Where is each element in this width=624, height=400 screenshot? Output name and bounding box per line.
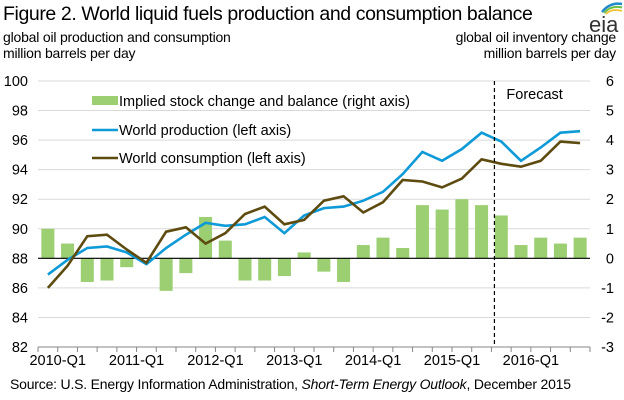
right-axis-tick-label: 6 xyxy=(606,74,614,90)
source-prefix: Source: U.S. Energy Information Administ… xyxy=(10,376,302,392)
stock-change-bar xyxy=(100,258,114,281)
stock-change-bar xyxy=(356,245,370,259)
right-axis-tick-label: 5 xyxy=(606,104,614,120)
axes: 82 84 86 88 90 92 94 96 98 100 -3 -2 -1 0 1 2 3 4 5 6 2010-Q… xyxy=(4,74,614,369)
right-axis-tick-label: 4 xyxy=(606,133,614,149)
gridlines xyxy=(38,80,590,318)
stock-change-bar xyxy=(396,247,410,259)
right-axis-tick-label: -3 xyxy=(601,340,614,356)
right-axis-tick-label: 3 xyxy=(606,163,614,179)
left-axis-tick-label: 100 xyxy=(4,74,28,90)
left-axis-tick-label: 90 xyxy=(12,222,28,238)
stock-change-bar xyxy=(238,258,252,281)
left-axis-tick-label: 82 xyxy=(12,340,28,356)
stock-change-bar xyxy=(258,258,272,281)
stock-change-bar xyxy=(199,216,213,259)
right-axis-tick-label: 2 xyxy=(606,192,614,208)
stock-change-bar xyxy=(494,215,508,259)
stock-change-bar xyxy=(80,258,94,282)
x-axis-tick-label: 2016-Q1 xyxy=(503,353,559,369)
stock-change-bar xyxy=(553,243,567,259)
forecast-group: Forecast xyxy=(493,81,563,347)
x-axis-tick-label: 2010-Q1 xyxy=(29,353,85,369)
left-axis-title: global oil production and consumption mi… xyxy=(3,29,231,61)
stock-change-bar xyxy=(218,240,232,259)
stock-change-bar xyxy=(120,258,134,268)
legend: Implied stock change and balance (right … xyxy=(92,94,410,167)
legend-label: Implied stock change and balance (right … xyxy=(119,94,410,110)
stock-change-bar xyxy=(277,258,291,277)
right-axis-tick-label: -1 xyxy=(601,281,614,297)
stock-change-bars xyxy=(41,199,587,291)
left-axis-tick-label: 84 xyxy=(12,310,28,326)
stock-change-bar xyxy=(455,199,469,259)
source-publication: Short-Term Energy Outlook xyxy=(301,376,467,392)
forecast-label: Forecast xyxy=(506,87,562,103)
logo-swoosh-yellow xyxy=(605,9,623,15)
logo-swoosh-green xyxy=(603,5,623,14)
legend-label: World production (left axis) xyxy=(119,123,291,139)
left-axis-title-line2: million barrels per day xyxy=(3,45,136,61)
right-axis-tick-label: 0 xyxy=(606,251,614,267)
left-axis-title-line1: global oil production and consumption xyxy=(3,29,231,45)
left-axis-tick-label: 88 xyxy=(12,251,28,267)
eia-logo: eia xyxy=(589,2,623,36)
stock-change-bar xyxy=(435,209,449,259)
stock-change-bar xyxy=(376,237,390,259)
stock-change-bar xyxy=(514,245,528,259)
left-axis-tick-label: 98 xyxy=(12,104,28,120)
source-note: Source: U.S. Energy Information Administ… xyxy=(10,376,571,392)
right-axis-tick-label: 1 xyxy=(606,222,614,238)
left-axis-tick-label: 92 xyxy=(12,192,28,208)
stock-change-bar xyxy=(297,252,311,259)
legend-label: World consumption (left axis) xyxy=(119,151,306,167)
stock-change-bar xyxy=(317,258,331,272)
right-axis-title: global oil inventory change million barr… xyxy=(455,29,617,61)
right-axis-tick-label: -2 xyxy=(601,310,614,326)
stock-change-bar xyxy=(61,243,75,259)
series-lines xyxy=(46,129,581,289)
x-axis-tick-label: 2013-Q1 xyxy=(266,353,322,369)
stock-change-bar xyxy=(159,258,173,291)
right-axis-title-line1: global oil inventory change xyxy=(455,29,617,45)
stock-change-bar xyxy=(475,205,489,259)
stock-change-bar xyxy=(415,205,429,259)
left-axis-tick-label: 94 xyxy=(12,163,28,179)
consumption-line xyxy=(46,140,581,289)
x-axis-tick-label: 2011-Q1 xyxy=(109,353,164,369)
stock-change-bar xyxy=(573,237,587,259)
stock-change-bar xyxy=(534,237,548,259)
x-axis-tick-label: 2012-Q1 xyxy=(187,353,243,369)
stock-change-bar xyxy=(179,258,193,274)
right-axis-title-line2: million barrels per day xyxy=(483,45,617,61)
left-axis-tick-label: 86 xyxy=(12,281,28,297)
stock-change-bar xyxy=(41,228,55,259)
logo-swoosh-blue xyxy=(601,2,623,13)
chart-title: Figure 2. World liquid fuels production … xyxy=(3,3,533,25)
x-axis-tick-label: 2014-Q1 xyxy=(345,353,401,369)
legend-swatch-bars xyxy=(92,96,118,105)
logo-text: eia xyxy=(589,12,619,36)
x-axis-tick-label: 2015-Q1 xyxy=(424,353,480,369)
left-axis-tick-label: 96 xyxy=(12,133,28,149)
source-suffix: , December 2015 xyxy=(466,376,571,392)
stock-change-bar xyxy=(337,258,351,282)
